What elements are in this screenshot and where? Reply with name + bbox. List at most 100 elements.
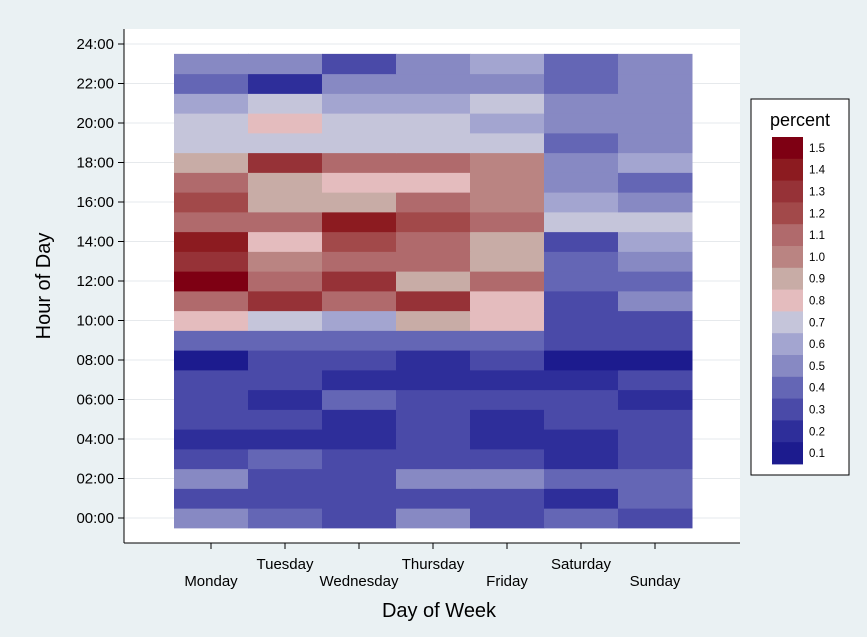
heatmap-cell [322,310,397,331]
heatmap-cell [322,330,397,351]
heatmap-cell [618,389,693,410]
heatmap-cell [618,53,693,75]
heatmap-cell [544,409,619,430]
heatmap-cell [174,231,249,252]
heatmap-cell [396,409,471,430]
heatmap-cell [396,172,471,193]
heatmap-cell [322,290,397,312]
legend-swatch [772,289,803,312]
y-tick-label: 22:00 [76,76,114,93]
heatmap-cell [396,271,471,292]
heatmap-cell [470,350,545,371]
heatmap-cell [248,152,323,173]
y-tick-label: 16:00 [76,194,114,211]
legend-swatch [772,376,803,399]
heatmap-cell [248,132,323,154]
heatmap-cell [322,251,397,272]
heatmap-cell [396,211,471,233]
legend-swatch [772,137,803,160]
heatmap-cell [174,350,249,371]
heatmap-cell [618,468,693,489]
heatmap-cell [322,192,397,213]
legend-swatch [772,398,803,421]
heatmap-cell [174,508,249,529]
heatmap-cell [396,448,471,470]
heatmap-cell [470,290,545,312]
heatmap-cell [248,231,323,252]
legend-label: 0.7 [809,317,825,329]
x-tick-label: Wednesday [320,573,399,590]
heatmap-cell [544,468,619,489]
heatmap-cell [618,271,693,292]
heatmap-cell [470,429,545,450]
legend-swatch [772,158,803,181]
heatmap-cell [174,271,249,292]
legend-swatch [772,180,803,203]
heatmap-cells [174,53,693,529]
heatmap-cell [618,152,693,173]
heatmap-cell [248,508,323,529]
legend: percent 1.5 1.4 1.3 1.2 1.1 1.0 0.9 0.8 0.7 0.6 0.… [750,98,850,476]
heatmap-cell [470,93,545,114]
heatmap-cell [470,192,545,213]
x-tick-label: Thursday [402,556,465,573]
heatmap-cell [618,290,693,312]
legend-swatch [772,224,803,247]
legend-title: percent [770,110,830,130]
heatmap-cell [174,53,249,75]
heatmap-cell [618,132,693,154]
y-tick-label: 08:00 [76,352,114,369]
heatmap-cell [470,448,545,470]
heatmap-cell [248,73,323,94]
heatmap-cell [470,310,545,331]
heatmap-cell [396,468,471,489]
heatmap-cell [174,369,249,391]
heatmap-cell [322,152,397,173]
legend-swatch [772,246,803,269]
heatmap-cell [618,429,693,450]
heatmap-cell [248,192,323,213]
heatmap-cell [174,93,249,114]
heatmap-cell [322,132,397,154]
y-tick-label: 18:00 [76,155,114,172]
x-tick-label: Tuesday [257,556,314,573]
legend-label: 1.3 [809,187,825,199]
legend-label: 1.0 [809,252,825,264]
heatmap-cell [470,73,545,94]
heatmap-cell [248,350,323,371]
legend-label: 0.6 [809,339,825,351]
heatmap-cell [248,290,323,312]
y-axis-title: Hour of Day [33,233,55,340]
heatmap-cell [322,448,397,470]
heatmap-cell [544,330,619,351]
heatmap-cell [396,192,471,213]
heatmap-cell [618,330,693,351]
heatmap-cell [248,488,323,509]
heatmap-cell [174,330,249,351]
heatmap-cell [470,488,545,509]
heatmap-cell [544,389,619,410]
heatmap-cell [396,350,471,371]
heatmap-cell [174,192,249,213]
heatmap-cell [248,369,323,391]
heatmap-cell [470,113,545,134]
axes: 00:00 02:00 04:00 06:00 08:00 10:00 12:00 14:00… [76,29,740,590]
heatmap-cell [544,231,619,252]
heatmap-cell [322,231,397,252]
legend-swatch [772,202,803,225]
heatmap-cell [618,113,693,134]
heatmap-cell [544,350,619,371]
heatmap-cell [618,172,693,193]
heatmap-cell [248,172,323,193]
legend-label: 0.2 [809,426,825,438]
heatmap-cell [396,508,471,529]
heatmap-cell [470,172,545,193]
heatmap-cell [248,53,323,75]
heatmap-cell [248,429,323,450]
heatmap-cell [174,152,249,173]
heatmap-cell [470,369,545,391]
heatmap-cell [544,53,619,75]
legend-swatch [772,355,803,378]
heatmap-cell [618,192,693,213]
